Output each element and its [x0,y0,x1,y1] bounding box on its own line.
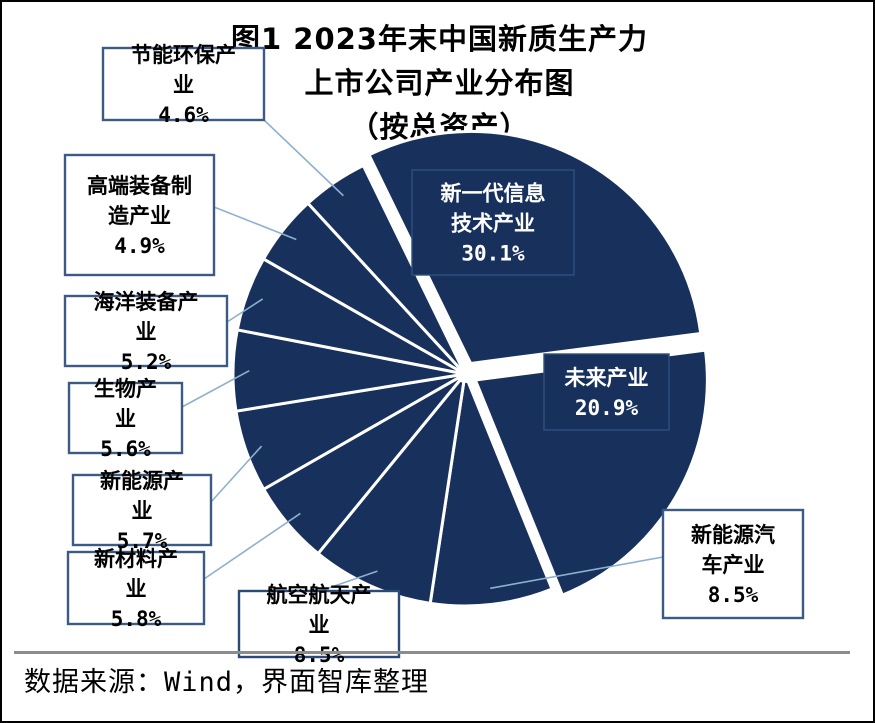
leader-line [210,445,263,503]
pie-slice [316,372,467,605]
slice-label: 新材料产业 [94,547,178,601]
leader-line [319,570,378,592]
slice-value-label: 20.9% [575,396,639,420]
pie-slice [306,163,467,376]
slice-label-box [66,550,206,626]
pie-slice [428,372,554,608]
slice-value-label: 30.1% [461,242,525,266]
slice-value-label: 4.9% [114,234,165,258]
slice-label-box [237,589,401,659]
slice-value-label: 4.6% [158,103,209,127]
leader-line [213,206,297,241]
pie-hub [456,365,474,383]
slice-label: 未来产业 [565,366,649,390]
slice-label: 高端装备制造产业 [87,174,192,228]
slice-label: 新能源产业 [100,469,184,523]
slice-value-label: 5.7% [117,529,168,553]
leader-line [490,556,664,590]
leader-line [203,512,301,580]
slice-label: 节能环保产业 [131,43,236,97]
slice-label: 航空航天产业 [267,583,372,637]
slice-label-box [63,294,229,368]
slice-value-label: 5.6% [100,437,151,461]
slice-labels: 新一代信息技术产业 30.1% 未来产业 20.9% 新能源汽车产业 8.5% 航空航天产业… [63,43,805,667]
slice-label-box [67,381,184,455]
slice-label: 海洋装备产业 [94,290,199,344]
slice-label: 生物产业 [94,377,157,431]
slice-label-box [661,508,805,620]
slice-label-box [411,169,575,276]
slice-value-label: 8.5% [708,583,759,607]
slice-label-box [101,46,266,122]
chart-title-line-1: 图1 2023年末中国新质生产力 [231,22,648,56]
slice-value-label: 5.8% [111,607,162,631]
leader-lines [181,119,664,592]
slice-label: 新一代信息技术产业 [441,182,546,236]
source-note: 数据来源：Wind，界面智库整理 [24,667,430,698]
leader-line [226,298,264,323]
slice-label-box [543,353,670,431]
slice-label: 新能源汽车产业 [691,523,775,577]
chart-title-line-2: 上市公司产业分布图 [304,66,575,100]
slice-value-label: 8.5% [294,643,345,667]
leader-line [181,370,250,408]
slice-value-label: 5.2% [121,350,172,374]
slice-label-box [63,153,216,277]
source-divider [14,651,850,654]
slice-label-box [71,473,213,547]
leader-line [263,119,344,197]
